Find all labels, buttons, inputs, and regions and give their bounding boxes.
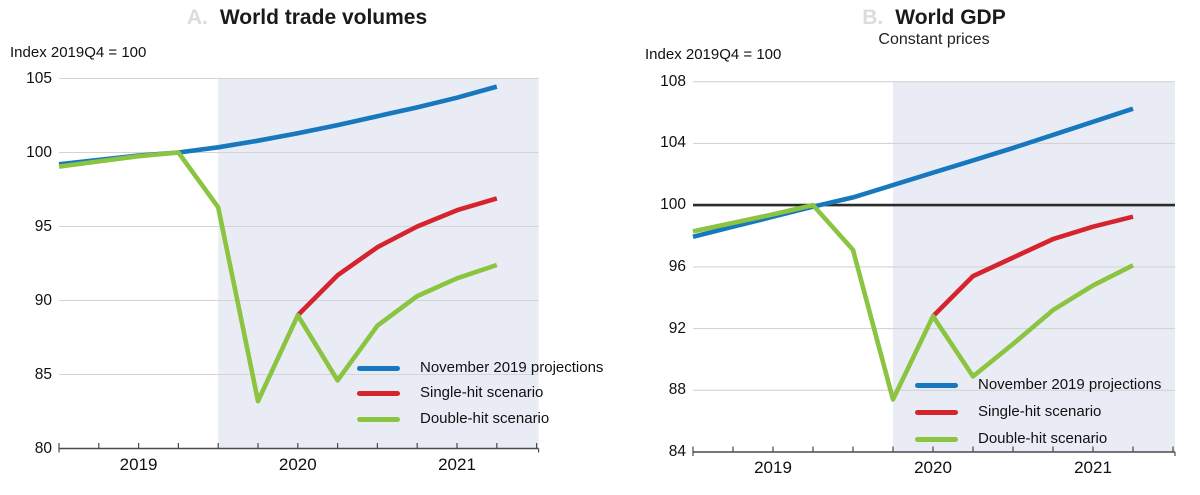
legend-swatch-single-hit-scenario <box>357 391 400 397</box>
series-line-single-hit-scenario <box>296 196 498 317</box>
panel-letter-b: B. <box>862 6 884 29</box>
chart-subtitle-gdp: Constant prices <box>878 31 990 48</box>
legend-swatch-single-hit-scenario <box>915 409 958 415</box>
y-axis-label: 100 <box>660 196 686 214</box>
index-note-gdp: Index 2019Q4 = 100 <box>645 46 782 63</box>
legend-swatch-double-hit-scenario <box>357 417 400 423</box>
legend-label: Single-hit scenario <box>978 402 1102 420</box>
x-axis-year-label: 2019 <box>119 454 158 474</box>
y-axis-label: 95 <box>34 217 52 235</box>
index-note-trade: Index 2019Q4 = 100 <box>10 44 147 61</box>
legend-swatch-double-hit-scenario <box>915 436 958 442</box>
series-line-double-hit-scenario <box>58 150 498 404</box>
legend-label: November 2019 projections <box>978 376 1162 394</box>
chart-title-text-trade: World trade volumes <box>219 6 428 29</box>
x-axis-year-label: 2020 <box>914 458 952 477</box>
legend-swatch-november-2019-projections <box>357 365 400 371</box>
series-line-single-hit-scenario <box>931 214 1134 318</box>
x-axis-year-label: 2021 <box>1074 458 1112 477</box>
chart-title-text-gdp: World GDP <box>895 6 1006 29</box>
y-axis-label: 88 <box>668 381 686 399</box>
y-axis-label: 108 <box>660 72 686 90</box>
series-line-november-2019-projections <box>692 106 1134 240</box>
series-line-double-hit-scenario <box>692 202 1135 402</box>
x-axis-year-label: 2020 <box>278 454 317 474</box>
chart-title-trade: A. World trade volumes <box>68 6 546 30</box>
chart-title-gdp: B. World GDP <box>693 6 1175 30</box>
y-axis-label: 105 <box>26 69 52 87</box>
x-axis-year-label: 2019 <box>754 458 792 477</box>
x-axis-year-label: 2021 <box>438 454 476 474</box>
legend-label: Double-hit scenario <box>420 410 550 428</box>
legend-label: Single-hit scenario <box>420 384 544 402</box>
y-axis-label: 85 <box>34 365 52 383</box>
legend-label: November 2019 projections <box>420 358 604 376</box>
y-axis-label: 96 <box>668 257 686 275</box>
y-axis-label: 90 <box>34 291 52 309</box>
y-axis-label: 100 <box>26 143 52 161</box>
legend-label: Double-hit scenario <box>978 429 1108 447</box>
panel-letter-a: A. <box>186 6 208 29</box>
y-axis-label: 80 <box>34 439 52 457</box>
y-axis-label: 84 <box>668 443 686 460</box>
legend-swatch-november-2019-projections <box>915 383 958 389</box>
y-axis-label: 104 <box>660 134 686 152</box>
y-axis-label: 92 <box>668 319 686 337</box>
